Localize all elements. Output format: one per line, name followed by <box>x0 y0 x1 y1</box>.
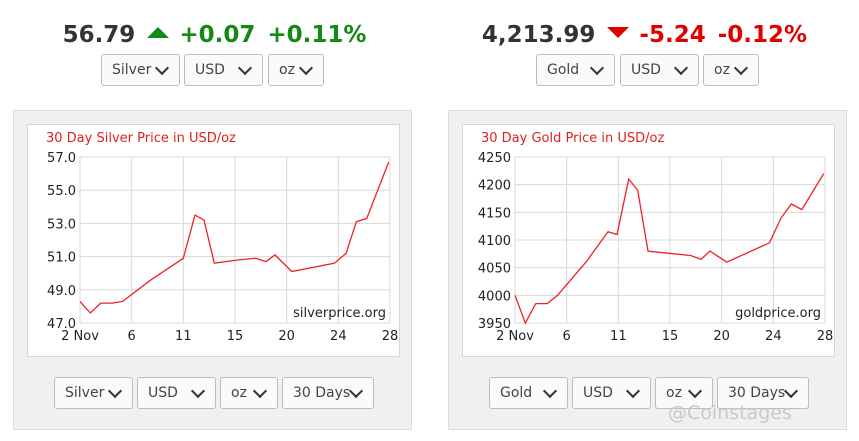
watermark: @Coinstages <box>668 402 792 424</box>
gold-currency-select-label: USD <box>631 62 661 78</box>
silver-y-tick-label: 51.0 <box>47 251 76 266</box>
gold-currency-select[interactable]: USD <box>620 54 699 86</box>
gold-x-tick-label: 20 <box>713 329 730 344</box>
silver-range-select[interactable]: 30 Days <box>282 377 374 409</box>
gold-x-tick-label: 28 <box>817 329 834 344</box>
gold-y-tick-label: 4000 <box>478 289 511 304</box>
chevron-down-icon <box>237 60 253 75</box>
silver-y-tick-label: 57.0 <box>47 151 76 166</box>
gold-x-tick-label: 15 <box>662 329 679 344</box>
gold-metal-select-label: Gold <box>547 62 580 78</box>
silver-metal-select-bottom-label: Silver <box>65 385 105 401</box>
silver-chart-title: 30 Day Silver Price in USD/oz <box>46 131 236 146</box>
silver-x-tick-label: 2 Nov <box>61 329 99 344</box>
gold-chart-box: 30 Day Gold Price in USD/oz 3950 4000 4050 4… <box>448 110 847 430</box>
silver-panel: 56.79 +0.07 +0.11% Silver USD oz 30 Day Si… <box>0 0 429 441</box>
gold-x-tick-label: 2 Nov <box>496 329 534 344</box>
gold-currency-select-bottom[interactable]: USD <box>572 377 651 409</box>
silver-chart-source: silverprice.org <box>293 306 386 321</box>
gold-metal-select-bottom-label: Gold <box>500 385 533 401</box>
silver-y-tick-label: 55.0 <box>47 184 76 199</box>
gold-y-tick-label: 4200 <box>478 179 511 194</box>
gold-metal-select-bottom[interactable]: Gold <box>489 377 568 409</box>
gold-y-tick-label: 4150 <box>478 206 511 221</box>
silver-unit-select-bottom[interactable]: oz <box>220 377 278 409</box>
chevron-down-icon <box>252 383 268 398</box>
silver-x-tick-label: 11 <box>175 329 192 344</box>
gold-metal-select[interactable]: Gold <box>536 54 615 86</box>
chevron-down-icon <box>783 383 799 398</box>
gold-y-tick-label: 4050 <box>478 262 511 277</box>
gold-change-pct: -0.12% <box>717 22 808 48</box>
silver-price-line <box>79 161 390 314</box>
chevron-down-icon <box>625 383 641 398</box>
chevron-down-icon <box>298 60 314 75</box>
chevron-down-icon <box>348 383 364 398</box>
silver-x-tick-label: 20 <box>278 329 295 344</box>
silver-metal-select-bottom[interactable]: Silver <box>54 377 133 409</box>
silver-y-tick-label: 49.0 <box>47 284 76 299</box>
gold-x-tick-label: 6 <box>563 329 571 344</box>
gold-price-line <box>514 173 825 325</box>
gold-change: -5.24 <box>639 22 706 48</box>
chevron-down-icon <box>154 60 170 75</box>
gold-price-chart: 30 Day Gold Price in USD/oz 3950 4000 4050 4… <box>478 131 834 344</box>
silver-y-tick-label: 47.0 <box>47 317 76 332</box>
silver-y-tick-label: 53.0 <box>47 217 76 232</box>
silver-change-pct: +0.11% <box>267 22 367 48</box>
silver-currency-select[interactable]: USD <box>184 54 263 86</box>
gold-currency-select-bottom-label: USD <box>583 385 613 401</box>
gold-x-tick-label: 11 <box>610 329 627 344</box>
silver-currency-select-bottom[interactable]: USD <box>137 377 216 409</box>
silver-quote: 56.79 +0.07 +0.11% <box>0 22 429 48</box>
silver-currency-select-label: USD <box>195 62 225 78</box>
silver-price-chart: 30 Day Silver Price in USD/oz 47.0 49.0 51.… <box>46 131 399 344</box>
silver-chart: 30 Day Silver Price in USD/oz 47.0 49.0 51.… <box>27 124 400 357</box>
silver-unit-select-bottom-label: oz <box>231 385 247 401</box>
chevron-down-icon <box>673 60 689 75</box>
gold-range-select[interactable]: 30 Days <box>717 377 809 409</box>
silver-metal-select-label: Silver <box>112 62 152 78</box>
silver-unit-select-label: oz <box>279 62 295 78</box>
silver-x-tick-label: 15 <box>227 329 244 344</box>
gold-panel: 4,213.99 -5.24 -0.12% Gold USD oz 30 Day G… <box>430 0 859 441</box>
silver-x-tick-label: 6 <box>128 329 136 344</box>
gold-unit-select[interactable]: oz <box>703 54 759 86</box>
silver-change: +0.07 <box>179 22 256 48</box>
gold-quote: 4,213.99 -5.24 -0.12% <box>430 22 859 48</box>
silver-x-tick-label: 28 <box>382 329 399 344</box>
gold-chart: 30 Day Gold Price in USD/oz 3950 4000 4050 4… <box>462 124 835 357</box>
chevron-down-icon <box>542 383 558 398</box>
gold-x-tick-label: 24 <box>765 329 782 344</box>
gold-unit-select-bottom[interactable]: oz <box>655 377 713 409</box>
silver-price: 56.79 <box>62 22 136 48</box>
chevron-down-icon <box>687 383 703 398</box>
chevron-down-icon <box>107 383 123 398</box>
gold-unit-select-bottom-label: oz <box>666 385 682 401</box>
silver-metal-select[interactable]: Silver <box>101 54 180 86</box>
gold-y-tick-label: 4100 <box>478 234 511 249</box>
up-arrow-icon <box>147 27 170 38</box>
chevron-down-icon <box>190 383 206 398</box>
silver-unit-select[interactable]: oz <box>268 54 324 86</box>
gold-chart-source: goldprice.org <box>735 306 821 321</box>
gold-range-select-label: 30 Days <box>728 385 786 401</box>
silver-chart-box: 30 Day Silver Price in USD/oz 47.0 49.0 51.… <box>13 110 412 430</box>
gold-price: 4,213.99 <box>481 22 596 48</box>
gold-y-tick-label: 4250 <box>478 151 511 166</box>
gold-y-tick-label: 3950 <box>478 317 511 332</box>
silver-range-select-label: 30 Days <box>293 385 351 401</box>
silver-x-tick-label: 24 <box>330 329 347 344</box>
gold-chart-title: 30 Day Gold Price in USD/oz <box>481 131 664 146</box>
chevron-down-icon <box>733 60 749 75</box>
gold-unit-select-label: oz <box>714 62 730 78</box>
silver-currency-select-bottom-label: USD <box>148 385 178 401</box>
chevron-down-icon <box>589 60 605 75</box>
down-arrow-icon <box>607 27 630 38</box>
